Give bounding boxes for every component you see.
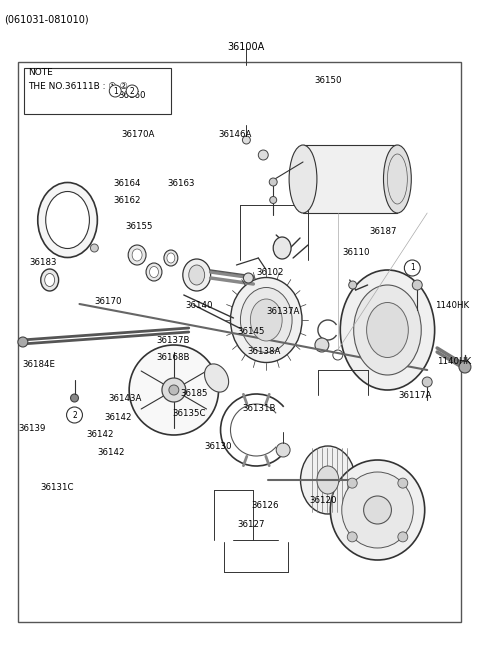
Text: 36131B: 36131B xyxy=(242,404,276,413)
Text: 1140HK: 1140HK xyxy=(435,301,469,310)
Circle shape xyxy=(404,260,420,276)
Text: 36183: 36183 xyxy=(30,258,57,267)
Text: 36187: 36187 xyxy=(370,227,397,236)
Text: 2: 2 xyxy=(72,411,77,420)
Bar xyxy=(303,145,397,213)
Text: 36168B: 36168B xyxy=(156,353,190,363)
Ellipse shape xyxy=(300,446,355,514)
Ellipse shape xyxy=(289,145,317,213)
Ellipse shape xyxy=(251,299,282,341)
Ellipse shape xyxy=(164,250,178,266)
Text: 36110: 36110 xyxy=(342,248,370,258)
Ellipse shape xyxy=(364,496,391,524)
Ellipse shape xyxy=(330,460,425,560)
Text: (061031-081010): (061031-081010) xyxy=(4,14,89,24)
Circle shape xyxy=(258,150,268,160)
Bar xyxy=(24,68,171,114)
Text: 36117A: 36117A xyxy=(398,391,432,400)
Text: 36127: 36127 xyxy=(238,520,265,530)
Ellipse shape xyxy=(167,253,175,263)
Ellipse shape xyxy=(317,466,339,494)
Ellipse shape xyxy=(273,237,291,259)
Text: 36170A: 36170A xyxy=(121,130,155,139)
Text: 36137B: 36137B xyxy=(156,336,190,346)
Ellipse shape xyxy=(189,265,204,285)
Ellipse shape xyxy=(41,269,59,291)
Circle shape xyxy=(162,378,186,402)
Ellipse shape xyxy=(354,285,421,375)
Text: 36130: 36130 xyxy=(204,442,232,451)
Text: THE NO.36111B : ①-②: THE NO.36111B : ①-② xyxy=(28,82,128,91)
Ellipse shape xyxy=(384,145,411,213)
Text: 36163: 36163 xyxy=(168,179,195,188)
Circle shape xyxy=(242,136,251,144)
Text: 1: 1 xyxy=(410,263,415,273)
Text: 36139: 36139 xyxy=(18,424,46,433)
Ellipse shape xyxy=(38,183,97,258)
Circle shape xyxy=(126,85,138,97)
Circle shape xyxy=(243,273,253,283)
Ellipse shape xyxy=(46,191,89,248)
Text: 36160: 36160 xyxy=(118,91,146,100)
Ellipse shape xyxy=(132,249,142,261)
Text: 36140: 36140 xyxy=(185,301,213,310)
Ellipse shape xyxy=(340,270,435,390)
Ellipse shape xyxy=(204,364,228,392)
Text: 36143A: 36143A xyxy=(109,394,142,403)
Text: 36120: 36120 xyxy=(309,496,336,505)
Text: NOTE: NOTE xyxy=(28,68,53,77)
Circle shape xyxy=(412,280,422,290)
Text: 36142: 36142 xyxy=(87,430,114,440)
Ellipse shape xyxy=(367,302,408,357)
Ellipse shape xyxy=(230,277,302,363)
Circle shape xyxy=(348,281,357,289)
Text: 36137A: 36137A xyxy=(266,307,300,317)
Text: 1: 1 xyxy=(113,87,118,95)
Circle shape xyxy=(169,385,179,395)
Circle shape xyxy=(269,178,277,186)
Circle shape xyxy=(422,377,432,387)
Ellipse shape xyxy=(342,472,413,548)
Text: 36170: 36170 xyxy=(95,297,122,306)
Ellipse shape xyxy=(129,345,218,435)
Circle shape xyxy=(109,85,121,97)
Circle shape xyxy=(347,478,357,488)
Text: 36100A: 36100A xyxy=(228,42,265,52)
Circle shape xyxy=(71,394,79,402)
Text: 36142: 36142 xyxy=(98,448,125,457)
Circle shape xyxy=(347,532,357,542)
Bar xyxy=(18,62,461,622)
Text: 36142: 36142 xyxy=(104,413,132,422)
Text: 36164: 36164 xyxy=(113,179,141,188)
Ellipse shape xyxy=(183,259,211,291)
Ellipse shape xyxy=(128,245,146,265)
Text: 36135C: 36135C xyxy=(173,409,206,418)
Text: 36155: 36155 xyxy=(125,222,153,231)
Text: 1140HK: 1140HK xyxy=(437,357,471,367)
Circle shape xyxy=(315,338,329,352)
Text: 36184E: 36184E xyxy=(23,360,56,369)
Text: 36102: 36102 xyxy=(256,268,284,277)
Ellipse shape xyxy=(240,288,292,353)
Text: 36162: 36162 xyxy=(113,196,141,205)
Ellipse shape xyxy=(45,273,55,286)
Circle shape xyxy=(398,478,408,488)
Circle shape xyxy=(459,361,471,373)
Circle shape xyxy=(67,407,83,423)
Text: 36150: 36150 xyxy=(315,76,342,85)
Text: 36138A: 36138A xyxy=(247,347,280,356)
Text: 36185: 36185 xyxy=(180,389,208,398)
Text: 2: 2 xyxy=(130,87,134,95)
Text: 36126: 36126 xyxy=(252,501,279,510)
Ellipse shape xyxy=(146,263,162,281)
Circle shape xyxy=(270,196,276,204)
Text: 36131C: 36131C xyxy=(40,483,74,492)
Circle shape xyxy=(18,337,28,347)
Text: 36145: 36145 xyxy=(238,327,265,336)
Circle shape xyxy=(398,532,408,542)
Circle shape xyxy=(90,244,98,252)
Text: 36146A: 36146A xyxy=(218,130,252,139)
Circle shape xyxy=(276,443,290,457)
Ellipse shape xyxy=(150,267,158,277)
